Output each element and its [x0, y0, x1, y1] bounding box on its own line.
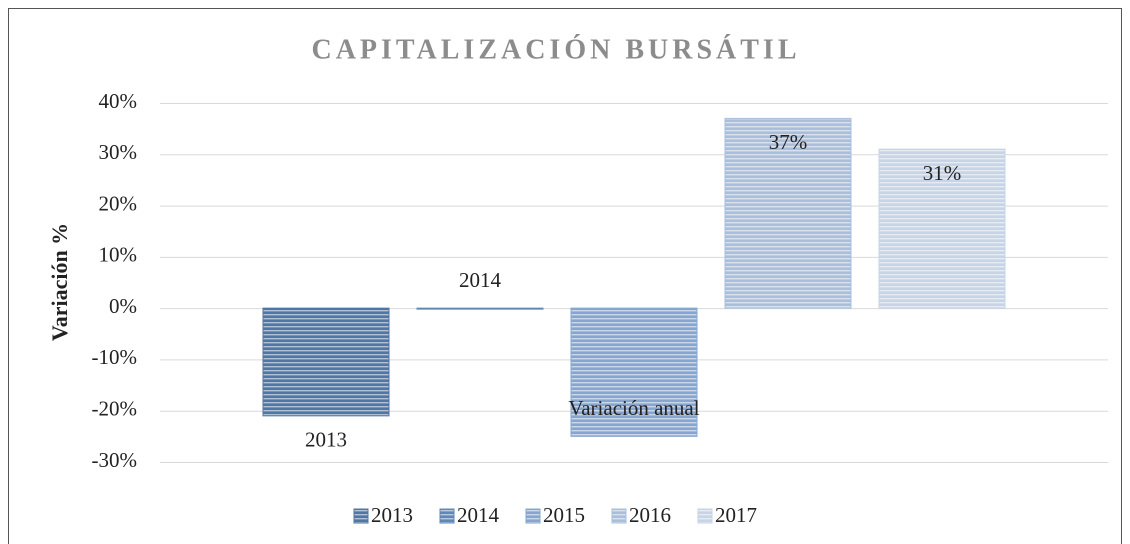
bar [878, 148, 1006, 309]
y-tick-label: -10% [92, 345, 138, 369]
bar [724, 117, 852, 309]
y-tick-label: -20% [92, 397, 138, 421]
legend-swatch [439, 508, 455, 524]
y-tick-label: -30% [92, 448, 138, 472]
legend-swatch [525, 508, 541, 524]
data-label: Variación anual [568, 396, 699, 420]
legend-label: 2016 [629, 503, 671, 527]
y-tick-label: 30% [99, 140, 138, 164]
legend-label: 2017 [715, 503, 757, 527]
y-axis-title: Variación % [47, 223, 72, 341]
chart-title: CAPITALIZACIÓN BURSÁTIL [311, 34, 800, 65]
data-label: 2014 [459, 268, 502, 292]
bar [570, 307, 698, 437]
legend-swatch [353, 508, 369, 524]
legend-label: 2013 [371, 503, 413, 527]
y-tick-label: 40% [99, 89, 138, 113]
legend-label: 2014 [457, 503, 500, 527]
bar [262, 307, 390, 417]
data-label: 31% [923, 161, 962, 185]
y-tick-label: 0% [109, 294, 137, 318]
bar [416, 307, 544, 310]
y-tick-label: 10% [99, 243, 138, 267]
y-tick-label: 20% [99, 191, 138, 215]
legend-label: 2015 [543, 503, 585, 527]
legend-swatch [697, 508, 713, 524]
data-label: 2013 [305, 428, 347, 452]
legend-swatch [611, 508, 627, 524]
data-label: 37% [769, 130, 808, 154]
